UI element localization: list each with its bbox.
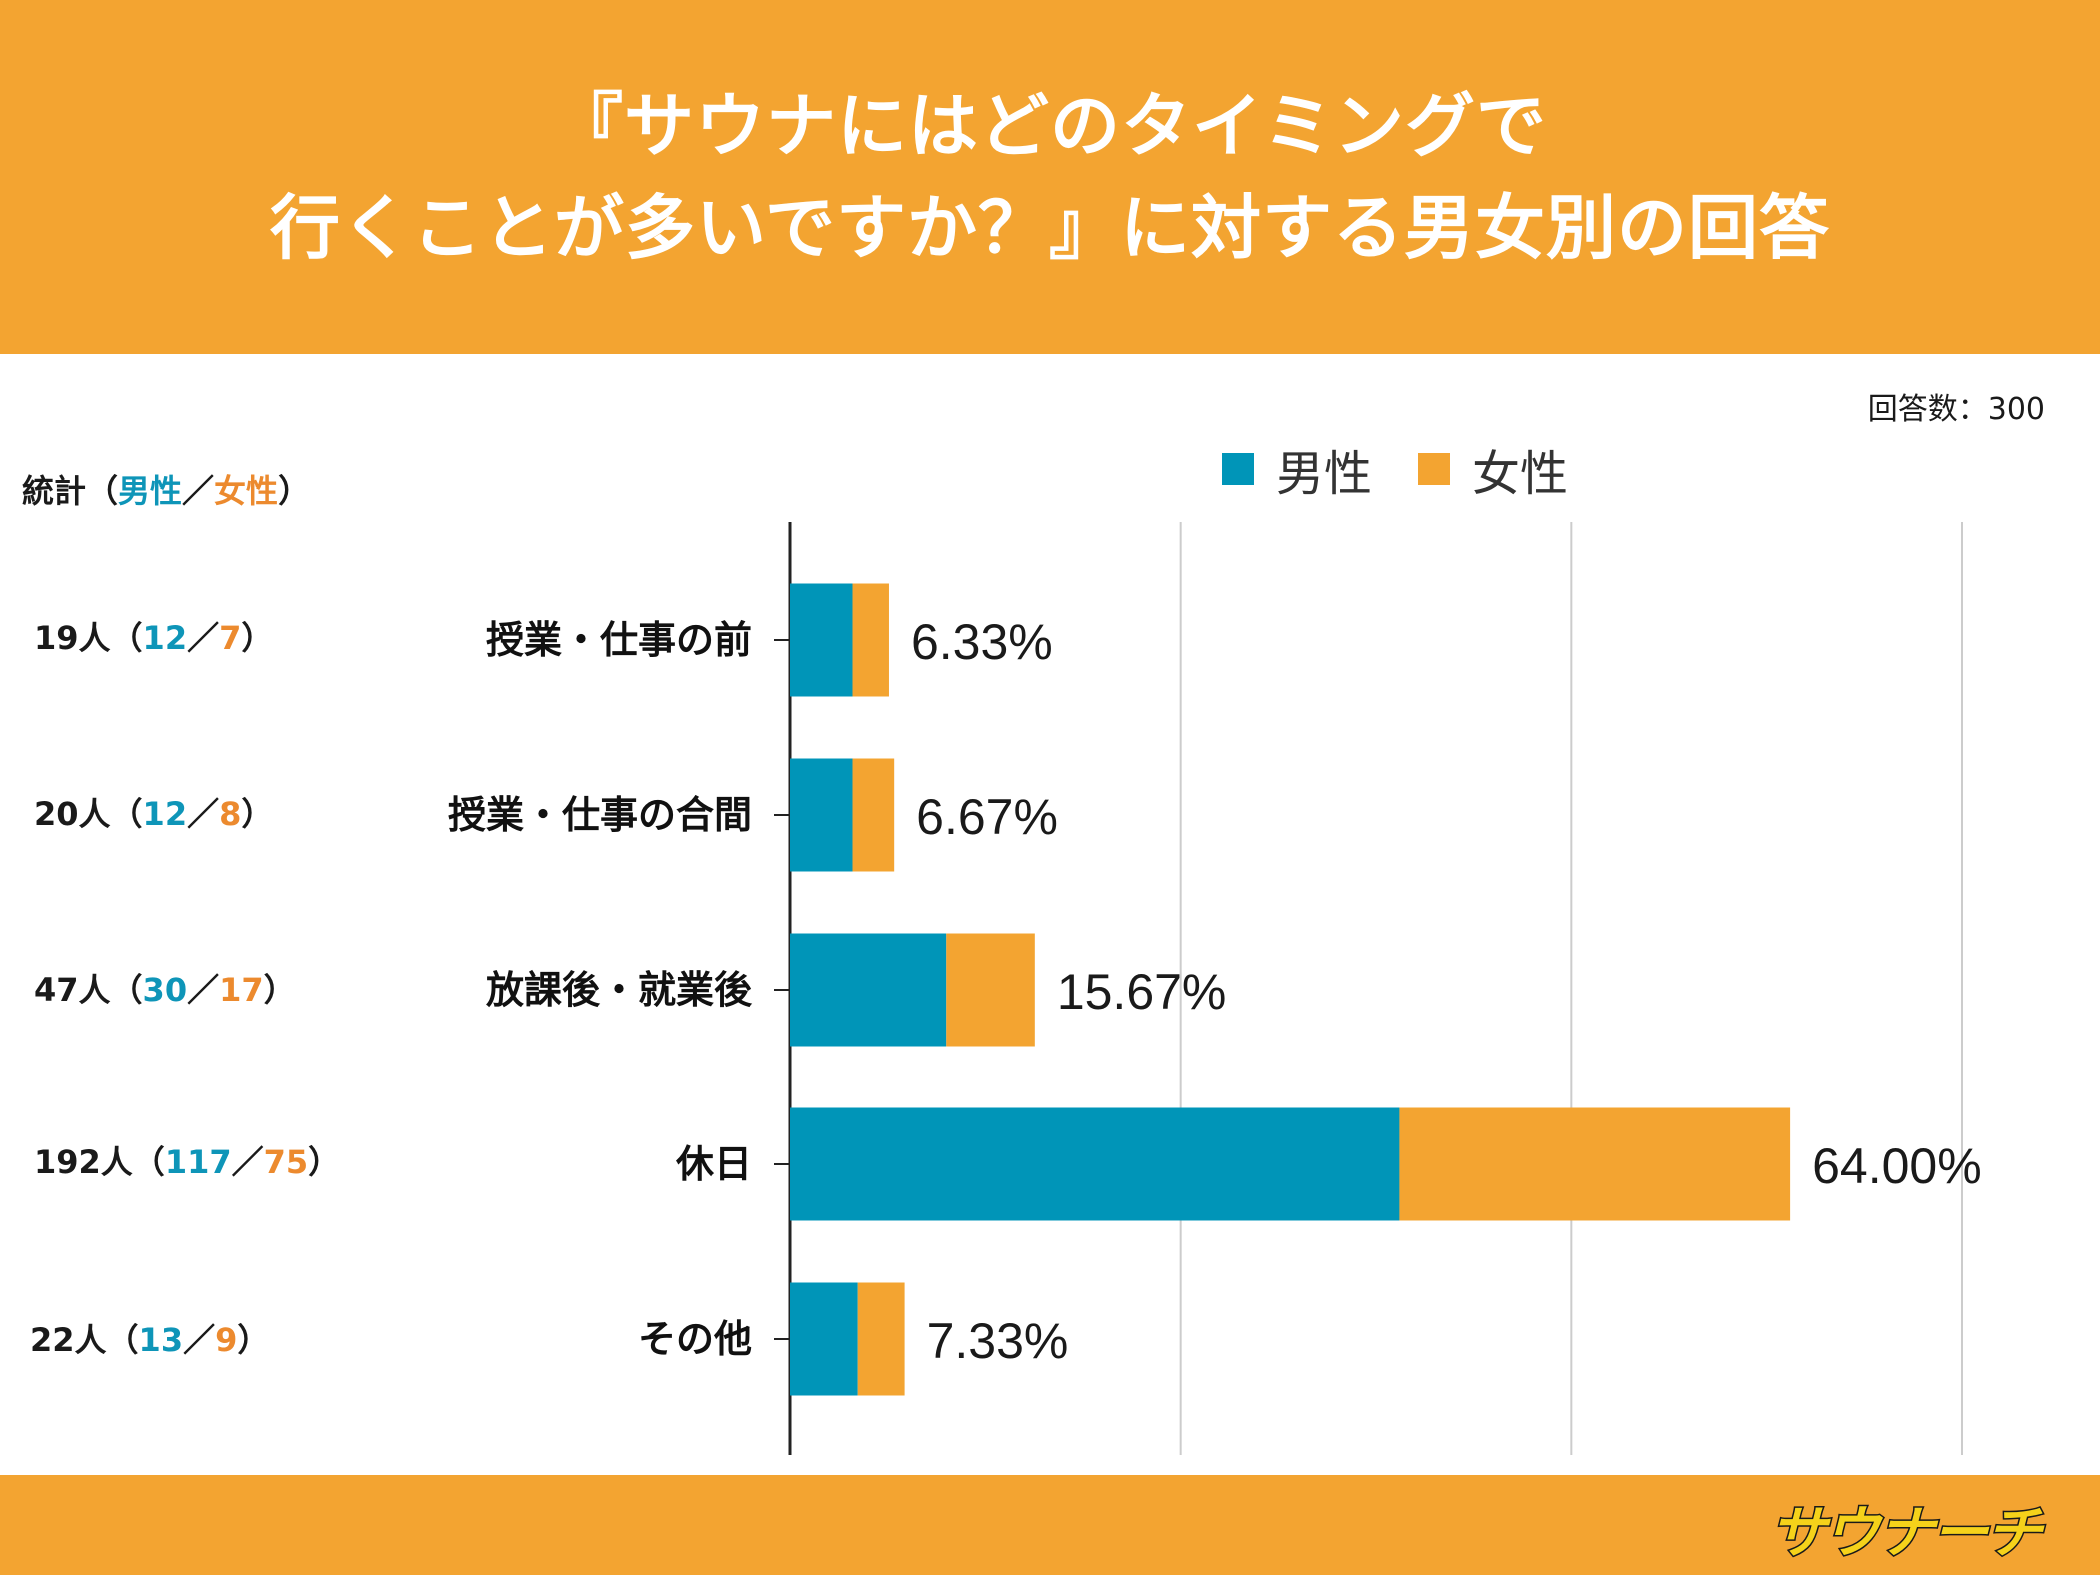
stat-female: 9 xyxy=(215,1321,238,1359)
chart-legend: 男性 女性 xyxy=(1222,434,1614,504)
stat-total: 22人（ xyxy=(30,1321,139,1359)
category-label: 授業・仕事の合間 xyxy=(448,793,752,837)
stat-close: ） xyxy=(241,619,274,657)
stats-female-label: 女性 xyxy=(214,472,279,510)
bar-female xyxy=(1399,1107,1791,1221)
response-count: 回答数：300 xyxy=(1867,392,2045,427)
page-title-line-1: 『サウナにはどのタイミングで xyxy=(553,85,1547,167)
category-label: 授業・仕事の前 xyxy=(486,618,752,662)
stats-close: ） xyxy=(278,472,311,510)
legend-label-female: 女性 xyxy=(1472,446,1569,502)
stat-sep: ／ xyxy=(187,795,220,833)
stat-male: 13 xyxy=(138,1321,184,1359)
stats-label: 統計（ xyxy=(22,472,119,510)
logo-text: サウナーチ xyxy=(1769,1500,2044,1568)
bar-male xyxy=(790,1282,858,1396)
bar-male xyxy=(790,758,853,872)
category-label: 放課後・就業後 xyxy=(486,968,753,1012)
stat-male: 117 xyxy=(164,1143,232,1181)
bar-female xyxy=(852,758,895,872)
data-label: 6.67% xyxy=(916,789,1058,845)
logo: サウナーチ xyxy=(1769,1488,2044,1569)
stats-header: 統計（男性／女性） xyxy=(22,466,310,512)
stat-close: ） xyxy=(308,1143,341,1181)
stat-sep: ／ xyxy=(231,1143,264,1181)
stat-female: 8 xyxy=(219,795,242,833)
stat-sep: ／ xyxy=(187,971,220,1009)
stat-close: ） xyxy=(241,795,274,833)
data-label: 64.00% xyxy=(1812,1138,1982,1194)
stat-male: 30 xyxy=(142,971,188,1009)
bar-female xyxy=(946,933,1035,1047)
stat-female: 75 xyxy=(263,1143,309,1181)
stat-male: 12 xyxy=(142,619,188,657)
stat-total: 19人（ xyxy=(34,619,143,657)
legend-label-male: 男性 xyxy=(1276,446,1373,502)
stat-total: 20人（ xyxy=(34,795,143,833)
stat-female: 17 xyxy=(219,971,264,1009)
bar-male xyxy=(790,1107,1400,1221)
data-label: 7.33% xyxy=(927,1313,1069,1369)
stat-close: ） xyxy=(263,971,296,1009)
stat-total: 47人（ xyxy=(34,971,143,1009)
stat-row: 20人（12／8） xyxy=(34,789,273,835)
legend-item-male: 男性 xyxy=(1222,434,1372,504)
data-label: 6.33% xyxy=(911,614,1053,670)
title-banner: 『サウナにはどのタイミングで 行くことが多いですか？』に対する男女別の回答 xyxy=(0,0,2100,354)
footer-banner xyxy=(0,1475,2100,1575)
stat-sep: ／ xyxy=(187,619,220,657)
legend-swatch-male xyxy=(1222,453,1254,485)
page-title-line-2: 行くことが多いですか？』に対する男女別の回答 xyxy=(270,187,1830,269)
category-label: 休日 xyxy=(675,1142,752,1186)
stat-row: 192人（117／75） xyxy=(34,1137,340,1183)
stat-female: 7 xyxy=(219,619,242,657)
bar-male xyxy=(790,933,947,1047)
bar-male xyxy=(790,583,853,697)
category-label: その他 xyxy=(638,1317,752,1361)
legend-item-female: 女性 xyxy=(1418,434,1568,504)
stat-row: 19人（12／7） xyxy=(34,613,273,659)
legend-swatch-female xyxy=(1418,453,1451,485)
stat-sep: ／ xyxy=(183,1321,216,1359)
bar-female xyxy=(852,583,889,697)
stat-row: 22人（13／9） xyxy=(30,1315,269,1361)
stats-separator: ／ xyxy=(182,472,215,510)
data-label: 15.67% xyxy=(1057,964,1227,1020)
stat-total: 192人（ xyxy=(34,1143,165,1181)
stat-row: 47人（30／17） xyxy=(34,965,296,1011)
stat-close: ） xyxy=(237,1321,270,1359)
bar-female xyxy=(857,1282,905,1396)
stats-male-label: 男性 xyxy=(118,472,183,510)
stat-male: 12 xyxy=(142,795,188,833)
